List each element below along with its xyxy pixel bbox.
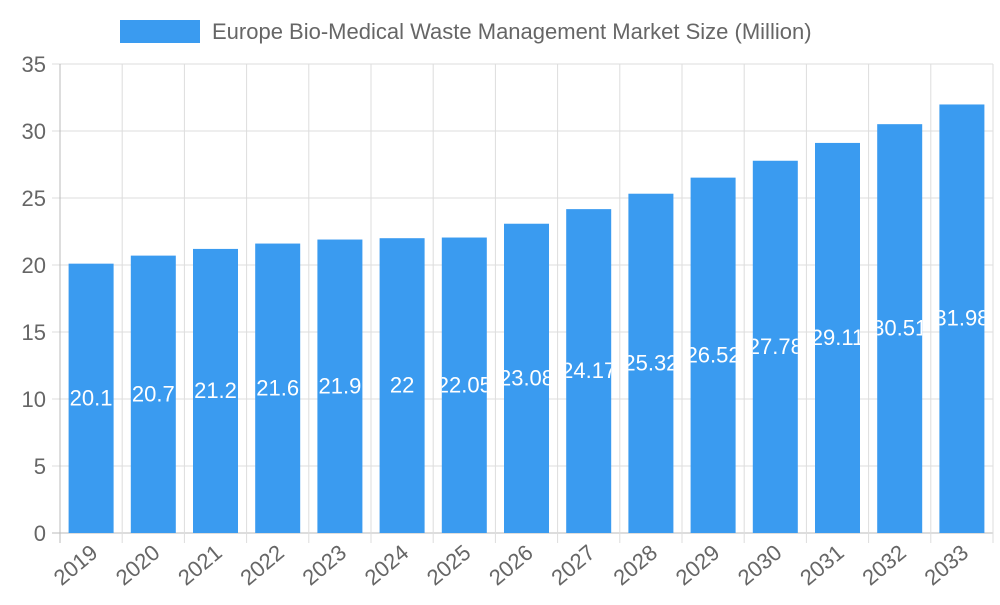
legend-label: Europe Bio-Medical Waste Management Mark…	[212, 19, 812, 44]
bar-2024	[379, 238, 425, 533]
bar-2025	[441, 237, 487, 533]
data-label-2028: 25.32	[623, 350, 678, 375]
data-label-2021: 21.2	[194, 378, 237, 403]
data-label-2023: 21.9	[318, 373, 361, 398]
data-label-2027: 24.17	[561, 358, 616, 383]
data-label-2026: 23.08	[499, 365, 554, 390]
legend-swatch	[120, 20, 200, 43]
bar-2022	[255, 243, 301, 533]
bar-2028	[628, 193, 674, 533]
y-tick-label: 30	[22, 119, 46, 144]
bar-2030	[752, 160, 798, 534]
x-tick-label: 2031	[795, 540, 849, 591]
x-tick-label: 2030	[733, 540, 787, 591]
bar-2029	[690, 177, 736, 533]
bars: 20.1 20.7 21.2 21.6 21.9 22 22.05 23.08 24.17 25.…	[68, 104, 989, 534]
data-label-2032: 30.51	[872, 316, 927, 341]
y-tick-label: 5	[34, 454, 46, 479]
x-tick-label: 2021	[173, 540, 227, 591]
bar-2023	[317, 239, 363, 534]
bar-2033	[939, 104, 985, 533]
data-label-2024: 22	[390, 373, 414, 398]
x-tick-label: 2019	[49, 540, 103, 591]
data-label-2031: 29.11	[811, 325, 864, 350]
bar-2027	[566, 209, 612, 533]
y-tick-label: 15	[22, 320, 46, 345]
y-tick-label: 25	[22, 186, 46, 211]
bar-2021	[193, 248, 238, 534]
data-label-2020: 20.7	[132, 381, 175, 406]
x-tick-label: 2028	[609, 540, 663, 591]
x-tick-label: 2032	[857, 540, 911, 591]
x-tick-label: 2024	[360, 540, 414, 591]
bar-2026	[504, 223, 549, 533]
data-label-2025: 22.05	[437, 372, 492, 397]
legend[interactable]: Europe Bio-Medical Waste Management Mark…	[120, 19, 812, 44]
x-tick-label: 2020	[111, 540, 165, 591]
data-label-2022: 21.6	[256, 375, 299, 400]
y-tick-label: 10	[22, 387, 46, 412]
y-tick-label: 20	[22, 253, 46, 278]
bar-2020	[130, 255, 176, 533]
x-tick-label: 2033	[920, 540, 974, 591]
x-tick-label: 2027	[546, 540, 600, 591]
bar-2019	[68, 263, 114, 533]
data-label-2030: 27.78	[748, 334, 803, 359]
y-tick-label: 0	[34, 521, 46, 546]
data-label-2029: 26.52	[686, 342, 741, 367]
bar-2031	[815, 142, 860, 533]
x-tick-label: 2022	[235, 540, 289, 591]
x-tick-label: 2025	[422, 540, 476, 591]
y-tick-label: 35	[22, 52, 46, 77]
x-tick-label: 2029	[671, 540, 725, 591]
grid-lines	[52, 63, 994, 543]
data-label-2033: 31.98	[934, 306, 989, 331]
data-label-2019: 20.1	[70, 385, 113, 410]
x-tick-label: 2023	[298, 540, 352, 591]
x-tick-label: 2026	[484, 540, 538, 591]
bar-2032	[877, 124, 923, 533]
